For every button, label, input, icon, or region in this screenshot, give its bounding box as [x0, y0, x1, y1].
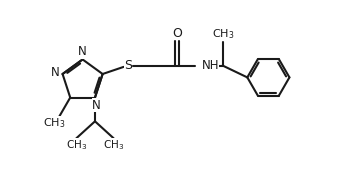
Text: CH$_3$: CH$_3$: [212, 27, 234, 41]
Text: CH$_3$: CH$_3$: [103, 138, 124, 152]
Text: N: N: [78, 46, 87, 59]
Text: S: S: [124, 59, 132, 72]
Text: CH$_3$: CH$_3$: [66, 138, 87, 152]
Text: NH: NH: [201, 59, 219, 72]
Text: O: O: [172, 27, 182, 40]
Text: N: N: [51, 66, 59, 79]
Text: N: N: [92, 98, 101, 111]
Text: CH$_3$: CH$_3$: [43, 116, 65, 130]
